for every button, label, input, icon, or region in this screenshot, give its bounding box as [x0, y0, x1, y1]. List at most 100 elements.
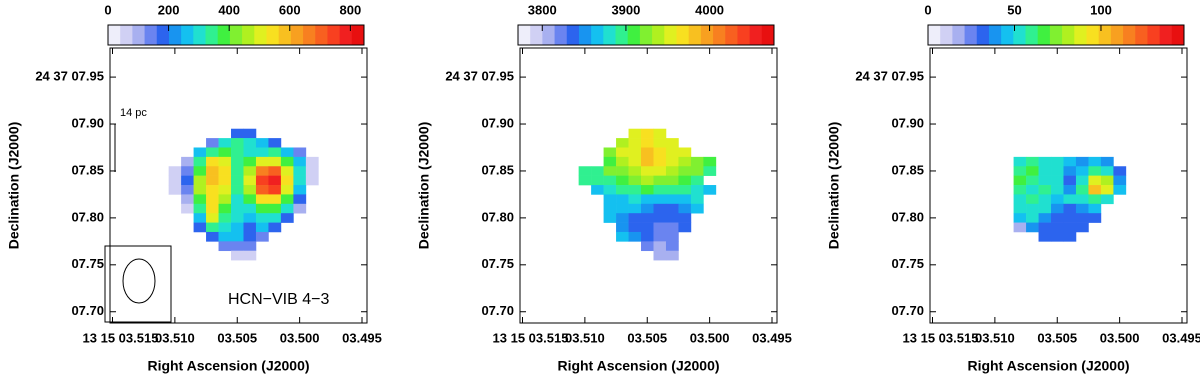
pixel	[1051, 194, 1064, 205]
pixel	[1026, 185, 1039, 195]
pixel	[616, 138, 629, 148]
pixel	[280, 213, 294, 223]
pixel	[628, 138, 642, 148]
pixel	[653, 147, 667, 158]
colorbar-tick-label: 0	[104, 2, 111, 17]
pixel	[243, 185, 257, 195]
pixel	[665, 241, 679, 252]
colorbar-step	[518, 25, 531, 45]
plot-frame	[519, 47, 778, 324]
pixel	[1051, 203, 1064, 214]
x-tick-label: 03.505	[627, 330, 667, 345]
colorbar-step	[156, 25, 170, 45]
colorbar-step	[217, 25, 231, 45]
colorbar-step	[339, 25, 353, 45]
pixel	[293, 156, 307, 167]
pixel	[1063, 194, 1077, 205]
pixel	[665, 250, 679, 261]
pixel	[1051, 231, 1064, 242]
pixel	[193, 175, 207, 186]
colorbar-tick-label: 3800	[528, 2, 557, 17]
pixel	[1063, 156, 1077, 167]
pixel	[1075, 166, 1089, 176]
pixel	[1100, 194, 1114, 205]
y-tick-label: 07.75	[481, 256, 514, 271]
pixel	[231, 241, 244, 252]
pixel	[628, 222, 642, 233]
pixel	[1063, 203, 1077, 214]
pixel	[665, 147, 679, 158]
pixel	[193, 166, 207, 176]
pixel	[193, 185, 207, 195]
pixel	[231, 231, 244, 242]
colorbar-step	[229, 25, 243, 45]
colorbar-step	[108, 25, 121, 45]
pixel	[255, 213, 269, 223]
pixel	[678, 203, 692, 214]
pixel	[206, 175, 219, 186]
pixel	[641, 213, 654, 223]
pixel	[243, 203, 257, 214]
colorbar-step	[1062, 25, 1075, 45]
pixel	[218, 175, 232, 186]
pixel	[255, 156, 269, 167]
pixel	[665, 222, 679, 233]
colorbar-step	[1037, 25, 1051, 45]
pixel	[703, 185, 717, 195]
pixel	[678, 185, 692, 195]
pixel	[1063, 185, 1077, 195]
x-tick-label: 03.500	[1100, 330, 1140, 345]
colorbar-step	[761, 25, 775, 45]
pixel	[665, 166, 679, 176]
pixel	[1038, 156, 1052, 167]
pixel	[231, 194, 244, 205]
pixel	[591, 166, 604, 176]
pixel	[1113, 175, 1127, 186]
beam-annotation: 14 pc HCN−VIB 4−3	[104, 107, 329, 323]
pixel	[218, 185, 232, 195]
pixel	[690, 203, 704, 214]
pixel	[243, 213, 257, 223]
pixel	[653, 203, 667, 214]
pixel	[243, 166, 257, 176]
pixel	[1075, 203, 1089, 214]
pixel	[1038, 231, 1052, 242]
x-tick-label: 03.510	[565, 330, 605, 345]
pixel	[703, 166, 717, 176]
pixel	[231, 147, 244, 158]
colorbar-step	[1110, 25, 1124, 45]
pixel	[690, 185, 704, 195]
pixel	[678, 194, 692, 205]
pixel	[653, 231, 667, 242]
pixel	[641, 128, 654, 139]
colorbar-step	[554, 25, 568, 45]
pixel	[280, 203, 294, 214]
pixel	[616, 156, 629, 167]
pixel	[665, 231, 679, 242]
y-axis-title: Declination (J2000)	[6, 122, 22, 250]
pixel	[305, 175, 319, 186]
pixel	[168, 185, 182, 195]
pixel	[591, 185, 604, 195]
pixel	[690, 156, 704, 167]
pixel	[280, 194, 294, 205]
colorbar-step	[542, 25, 556, 45]
pixel	[268, 147, 282, 158]
pixel	[218, 203, 232, 214]
colorbar-step	[1135, 25, 1148, 45]
pixel	[603, 213, 617, 223]
pixel	[168, 175, 182, 186]
pixel	[653, 138, 667, 148]
y-axis-title: Declination (J2000)	[826, 122, 842, 250]
pixel	[243, 138, 257, 148]
pixel	[1038, 175, 1052, 186]
x-tick-label: 03.505	[217, 330, 257, 345]
pixel	[653, 156, 667, 167]
pixel	[193, 147, 207, 158]
pixel	[218, 156, 232, 167]
pixel	[1026, 203, 1039, 214]
pixel	[1063, 231, 1077, 242]
pixel	[1038, 194, 1052, 205]
pixel	[206, 138, 219, 148]
pixel	[641, 138, 654, 148]
